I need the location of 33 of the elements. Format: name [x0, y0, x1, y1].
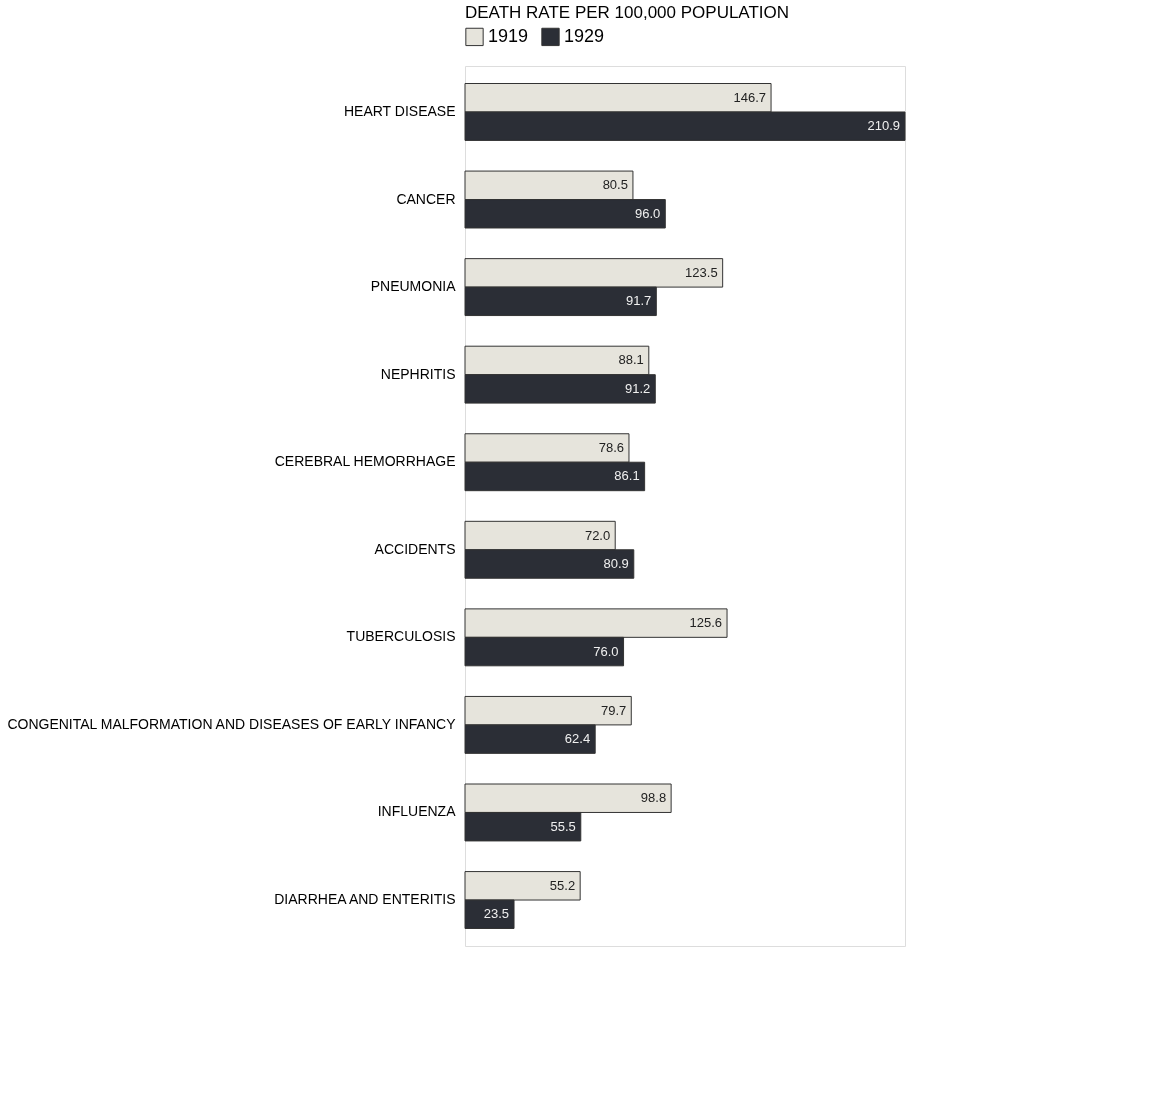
data-label: 62.4	[564, 731, 591, 747]
y-tick-label: INFLUENZA	[377, 803, 457, 820]
data-label: 125.6	[689, 615, 723, 631]
data-label: 76.0	[593, 643, 619, 659]
data-label: 78.6	[598, 439, 624, 455]
legend-label: 1929	[564, 25, 605, 46]
data-label: 91.7	[626, 293, 652, 309]
data-label: 146.7	[733, 89, 767, 105]
y-tick-label: PNEUMONIA	[370, 278, 457, 295]
data-label: 23.5	[483, 906, 510, 922]
data-label: 98.8	[640, 790, 667, 806]
y-tick-label: CONGENITAL MALFORMATION AND DISEASES OF EARLY INFANCY	[7, 715, 457, 732]
data-label: 55.2	[549, 877, 576, 893]
y-tick-label: CANCER	[396, 190, 456, 207]
y-tick-label: DIARRHEA AND ENTERITIS	[274, 891, 456, 908]
y-tick-label: CEREBRAL HEMORRHAGE	[274, 453, 456, 470]
data-label: 88.1	[618, 352, 644, 368]
legend-label: 1919	[488, 25, 529, 46]
y-tick-label: HEART DISEASE	[343, 102, 456, 119]
legend-title: DEATH RATE PER 100,000 POPULATION	[465, 3, 790, 22]
data-label: 123.5	[685, 264, 718, 280]
data-label: 210.9	[867, 118, 900, 134]
data-label: 79.7	[600, 702, 627, 718]
y-tick-label: NEPHRITIS	[380, 365, 456, 382]
data-label: 80.5	[602, 177, 628, 193]
data-label: 72.0	[584, 527, 611, 543]
data-label: 55.5	[550, 818, 576, 834]
data-label: 86.1	[614, 468, 640, 484]
data-label: 96.0	[634, 205, 661, 221]
data-label: 80.9	[603, 556, 629, 572]
y-tick-label: ACCIDENTS	[374, 540, 456, 557]
y-tick-label: TUBERCULOSIS	[346, 628, 456, 645]
data-label: 91.2	[624, 380, 651, 396]
